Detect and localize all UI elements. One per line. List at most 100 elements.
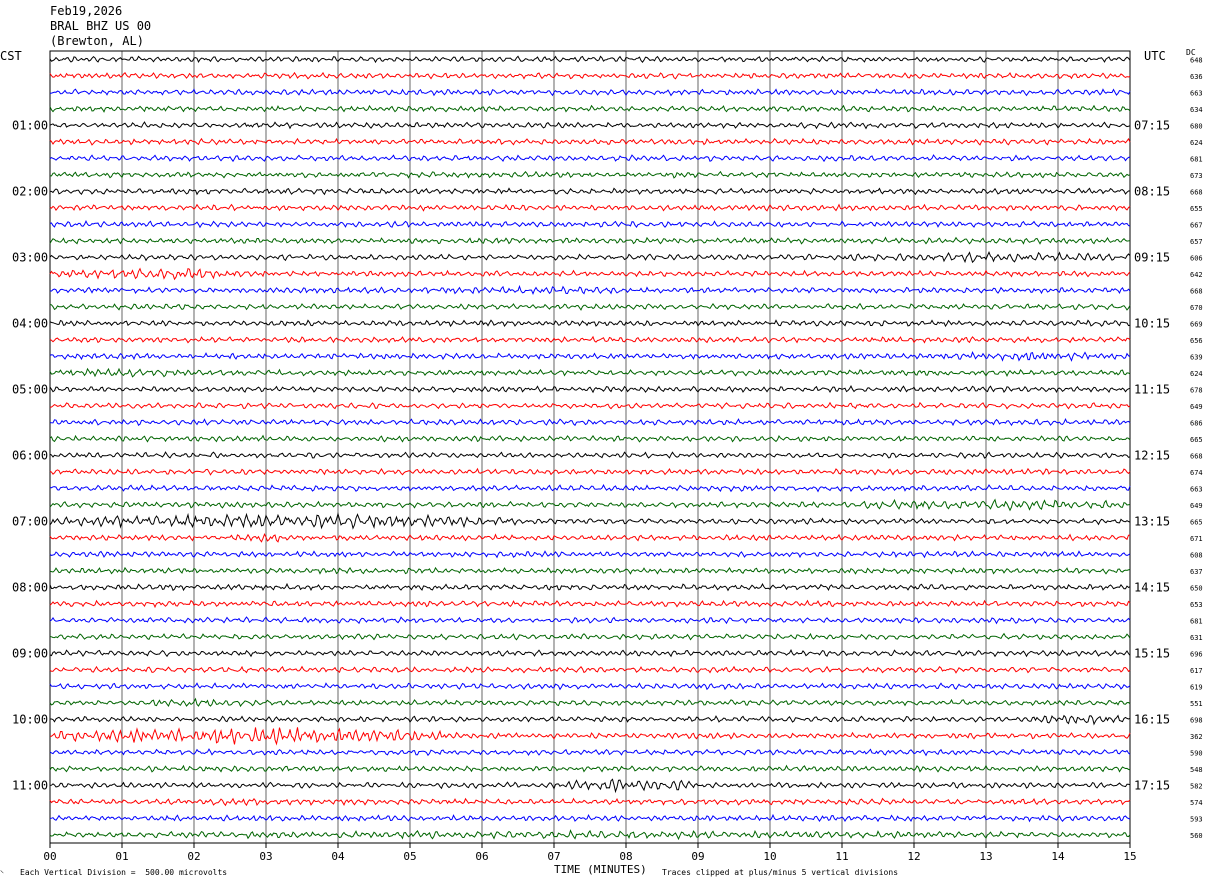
seismic-trace-24 (49, 434, 1131, 443)
dc-offset-label: 624 (1190, 370, 1203, 378)
right-hour-label: 17:15 (1134, 778, 1170, 792)
header-location: (Brewton, AL) (50, 34, 144, 48)
corner-mark: ⸌ (0, 869, 4, 878)
x-tick-label: 08 (619, 850, 632, 863)
dc-offset-label: 663 (1190, 485, 1203, 493)
left-hour-label: 07:00 (12, 514, 48, 528)
dc-offset-label: 574 (1190, 799, 1203, 807)
dc-offset-label: 593 (1190, 815, 1203, 823)
dc-offset-label: 608 (1190, 551, 1203, 559)
dc-offset-label: 624 (1190, 139, 1203, 147)
dc-offset-label: 686 (1190, 419, 1203, 427)
seismic-trace-37 (49, 649, 1131, 658)
x-tick-label: 04 (331, 850, 345, 863)
seismic-trace-3 (49, 88, 1131, 97)
footer-division: Each Vertical Division = 500.00 microvol… (20, 868, 228, 877)
dc-offset-label: 678 (1190, 386, 1203, 394)
dc-offset-label: 606 (1190, 254, 1203, 262)
dc-offset-label: 560 (1190, 832, 1203, 840)
dc-offset-label: 668 (1190, 287, 1203, 295)
seismic-trace-23 (49, 418, 1131, 427)
seismic-trace-41 (50, 714, 1131, 726)
dc-offset-label: 648 (1190, 56, 1203, 64)
right-hour-label: 12:15 (1134, 448, 1170, 462)
seismic-trace-28 (49, 498, 1131, 512)
right-hour-label: 13:15 (1134, 514, 1170, 528)
seismic-trace-39 (49, 682, 1131, 691)
seismic-trace-40 (49, 697, 1131, 708)
x-tick-label: 03 (259, 850, 272, 863)
seismic-trace-36 (49, 632, 1131, 641)
x-tick-label: 13 (979, 850, 992, 863)
right-hour-label: 15:15 (1134, 646, 1170, 660)
header-station: BRAL BHZ US 00 (50, 19, 152, 33)
x-tick-label: 09 (691, 850, 704, 863)
dc-offset-label: 696 (1190, 650, 1203, 658)
seismic-trace-17 (49, 319, 1131, 328)
seismic-trace-43 (49, 748, 1131, 757)
dc-offset-label: 619 (1190, 683, 1203, 691)
x-tick-label: 15 (1123, 850, 1136, 863)
right-hour-label: 14:15 (1134, 580, 1170, 594)
left-hour-label: 04:00 (12, 316, 48, 330)
seismic-trace-33 (49, 582, 1131, 592)
x-tick-label: 10 (763, 850, 776, 863)
dc-offset-label: 674 (1190, 469, 1203, 477)
x-tick-label: 12 (907, 850, 920, 863)
x-tick-label: 01 (115, 850, 128, 863)
right-hour-label: 09:15 (1134, 250, 1170, 264)
dc-offset-label: 671 (1190, 535, 1203, 543)
left-hour-label: 06:00 (12, 448, 48, 462)
dc-label: DC (1186, 48, 1196, 57)
seismic-trace-22 (49, 401, 1131, 410)
seismic-trace-9 (50, 187, 1131, 196)
dc-offset-label: 649 (1190, 403, 1203, 411)
dc-offset-label: 668 (1190, 452, 1203, 460)
x-tick-label: 11 (835, 850, 848, 863)
dc-offset-label: 650 (1190, 584, 1203, 592)
dc-offset-label: 631 (1190, 634, 1203, 642)
dc-offset-label: 665 (1190, 436, 1203, 444)
seismic-trace-12 (49, 236, 1131, 245)
seismic-trace-10 (49, 203, 1131, 212)
dc-offset-label: 681 (1190, 617, 1203, 625)
seismic-trace-30 (49, 532, 1131, 543)
seismic-trace-48 (49, 829, 1131, 841)
seismic-trace-47 (49, 813, 1131, 823)
seismic-trace-6 (49, 137, 1131, 146)
left-hour-label: 05:00 (12, 382, 48, 396)
x-axis-label: TIME (MINUTES) (554, 863, 647, 876)
x-tick-label: 14 (1051, 850, 1065, 863)
dc-offset-label: 656 (1190, 337, 1203, 345)
seismic-trace-14 (49, 267, 1131, 281)
right-hour-label: 10:15 (1134, 316, 1170, 330)
seismic-trace-18 (49, 335, 1131, 344)
dc-offset-label: 655 (1190, 205, 1203, 213)
seismic-trace-11 (49, 220, 1131, 229)
dc-offset-label: 698 (1190, 716, 1203, 724)
x-tick-label: 00 (43, 850, 56, 863)
left-hour-label: 10:00 (12, 712, 48, 726)
dc-offset-label: 636 (1190, 73, 1203, 81)
dc-offset-label: 680 (1190, 122, 1203, 130)
left-hour-label: 02:00 (12, 184, 48, 198)
seismic-trace-21 (49, 385, 1131, 394)
seismic-trace-38 (49, 665, 1131, 674)
seismic-trace-45 (49, 778, 1131, 794)
seismic-trace-44 (49, 764, 1131, 773)
header-date: Feb19,2026 (50, 4, 123, 18)
seismic-trace-4 (49, 104, 1131, 113)
left-hour-label: 08:00 (12, 580, 48, 594)
dc-offset-label: 673 (1190, 172, 1203, 180)
seismic-trace-35 (49, 616, 1131, 625)
left-hour-label: 03:00 (12, 250, 48, 264)
dc-offset-label: 649 (1190, 502, 1203, 510)
dc-offset-label: 617 (1190, 667, 1203, 675)
dc-offset-label: 663 (1190, 89, 1203, 97)
dc-offset-label: 637 (1190, 568, 1203, 576)
seismic-trace-13 (49, 251, 1131, 264)
seismic-trace-32 (49, 566, 1131, 575)
right-hour-label: 11:15 (1134, 382, 1170, 396)
dc-offset-label: 665 (1190, 518, 1203, 526)
seismic-trace-46 (49, 797, 1131, 807)
